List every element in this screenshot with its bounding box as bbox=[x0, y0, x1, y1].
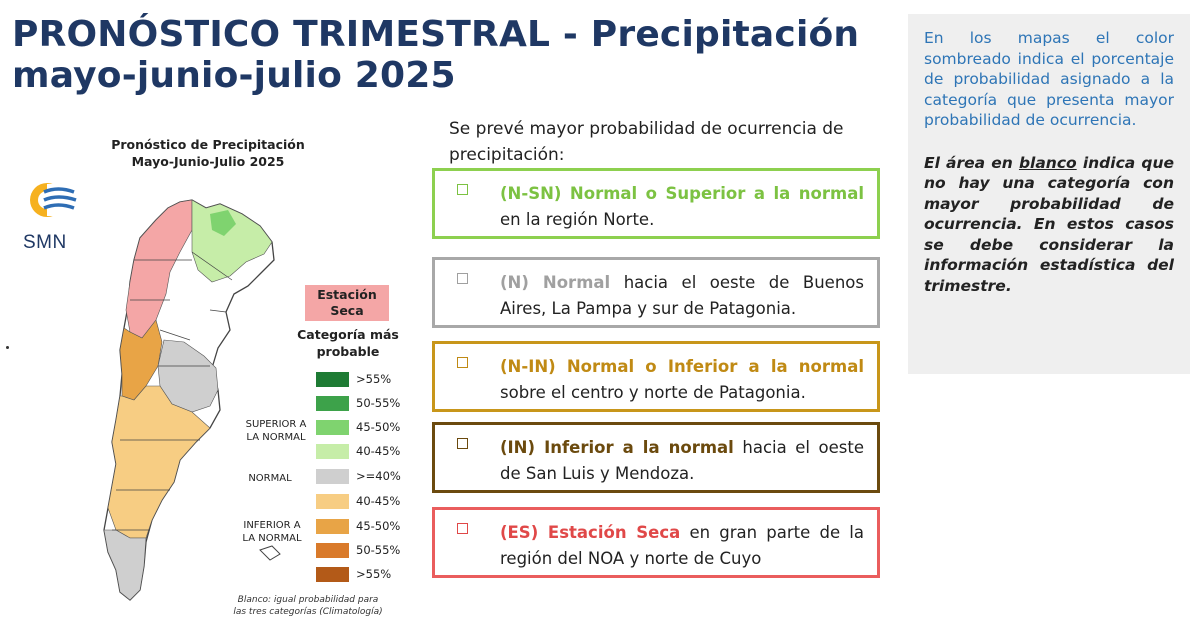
checkbox-icon bbox=[457, 357, 468, 368]
forecast-category-highlight: (N-IN) Normal o Inferior a la normal bbox=[500, 357, 864, 376]
forecast-category-description: en la región Norte. bbox=[500, 210, 655, 229]
region-normal bbox=[157, 339, 219, 413]
map-title: Pronóstico de Precipitación Mayo-Junio-J… bbox=[96, 136, 320, 170]
forecast-intro: Se prevé mayor probabilidad de ocurrenci… bbox=[449, 119, 844, 165]
checkbox-icon bbox=[457, 273, 468, 284]
forecast-category-text: (N-SN) Normal o Superior a la normal en … bbox=[500, 181, 864, 233]
legend-label: 45-50% bbox=[356, 519, 401, 533]
forecast-category-highlight: (N-SN) Normal o Superior a la normal bbox=[500, 184, 864, 203]
legend-swatch bbox=[316, 420, 349, 435]
forecast-category-text: (ES) Estación Seca en gran parte de la r… bbox=[500, 520, 864, 572]
forecast-category-text: (N) Normal hacia el oeste de Buenos Aire… bbox=[500, 270, 864, 322]
legend-title: Categoría más probable bbox=[297, 327, 399, 359]
legend-label: 40-45% bbox=[356, 494, 401, 508]
info-text-2: El área en blanco indica que no hay una … bbox=[924, 153, 1175, 295]
map-title-line-1: Pronóstico de Precipitación bbox=[111, 137, 305, 152]
forecast-category-highlight: (ES) Estación Seca bbox=[500, 523, 681, 542]
map-note: Blanco: igual probabilidad para las tres… bbox=[233, 595, 383, 617]
title-line-1: PRONÓSTICO TRIMESTRAL - Precipitación bbox=[12, 14, 860, 55]
forecast-category-text: (N-IN) Normal o Inferior a la normal sob… bbox=[500, 354, 864, 406]
legend-label: 50-55% bbox=[356, 396, 401, 410]
checkbox-icon bbox=[457, 523, 468, 534]
legend-label: >55% bbox=[356, 567, 392, 581]
argentina-precipitation-map bbox=[103, 199, 281, 601]
legend-group-superior: SUPERIOR A LA NORMAL bbox=[245, 419, 307, 443]
legend-group-normal: NORMAL bbox=[248, 473, 292, 484]
forecast-category-box: (IN) Inferior a la normal hacia el oeste… bbox=[432, 422, 880, 493]
page-title: PRONÓSTICO TRIMESTRAL - Precipitación ma… bbox=[12, 14, 859, 96]
forecast-category-description: hacia el oeste de Buenos Aires, La Pampa… bbox=[500, 273, 864, 318]
forecast-category-description: en gran parte de la región del NOA y nor… bbox=[500, 523, 864, 568]
legend-swatch bbox=[316, 543, 349, 558]
info-text-1: En los mapas el color sombreado indica e… bbox=[924, 29, 1174, 129]
smn-logo-icon bbox=[30, 183, 77, 217]
legend-label: >=40% bbox=[356, 469, 401, 483]
forecast-category-highlight: (N) Normal bbox=[500, 273, 611, 292]
legend-label: 50-55% bbox=[356, 543, 401, 557]
legend-swatch bbox=[316, 519, 349, 534]
legend-swatch bbox=[316, 567, 349, 582]
legend-swatch bbox=[316, 396, 349, 411]
legend-label: 40-45% bbox=[356, 444, 401, 458]
legend-swatch bbox=[316, 469, 349, 484]
legend-label: >55% bbox=[356, 372, 392, 386]
legend-group-inferior: INFERIOR A LA NORMAL bbox=[242, 520, 302, 544]
checkbox-icon bbox=[457, 438, 468, 449]
legend-swatch bbox=[316, 372, 349, 387]
map-title-line-2: Mayo-Junio-Julio 2025 bbox=[131, 154, 285, 169]
smn-logo-text: SMN bbox=[23, 232, 67, 253]
forecast-category-box: (N-IN) Normal o Inferior a la normal sob… bbox=[432, 341, 880, 412]
title-line-2: mayo-junio-julio 2025 bbox=[12, 55, 456, 96]
legend-swatch bbox=[316, 444, 349, 459]
legend-swatch bbox=[316, 494, 349, 509]
forecast-category-description: sobre el centro y norte de Patagonia. bbox=[500, 383, 806, 402]
info-white-highlight: blanco bbox=[1018, 153, 1077, 172]
region-normal-inferior bbox=[107, 385, 211, 539]
forecast-category-description: hacia el oeste de San Luis y Mendoza. bbox=[500, 438, 864, 483]
stray-dot bbox=[6, 346, 9, 349]
forecast-category-text: (IN) Inferior a la normal hacia el oeste… bbox=[500, 435, 864, 487]
forecast-category-box: (N) Normal hacia el oeste de Buenos Aire… bbox=[432, 257, 880, 328]
forecast-category-highlight: (IN) Inferior a la normal bbox=[500, 438, 734, 457]
info-panel: En los mapas el color sombreado indica e… bbox=[908, 14, 1190, 374]
dry-season-label: Estación Seca bbox=[305, 285, 389, 321]
checkbox-icon bbox=[457, 184, 468, 195]
forecast-category-box: (N-SN) Normal o Superior a la normal en … bbox=[432, 168, 880, 239]
legend-label: 45-50% bbox=[356, 420, 401, 434]
forecast-category-box: (ES) Estación Seca en gran parte de la r… bbox=[432, 507, 880, 578]
